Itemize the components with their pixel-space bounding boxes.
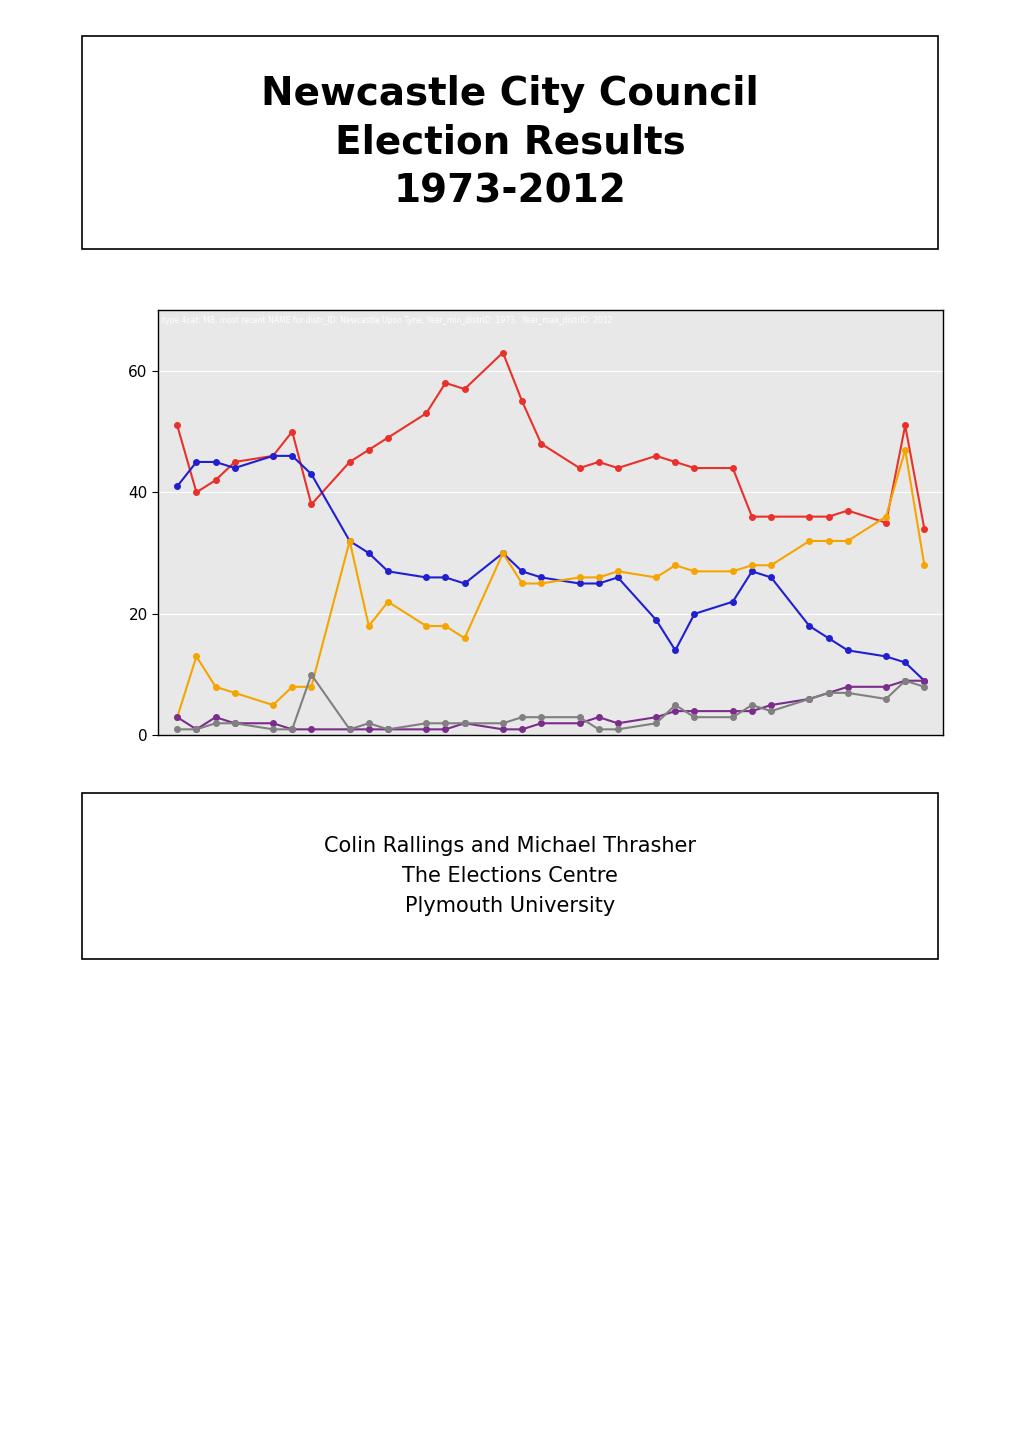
Text: Newcastle City Council
Election Results
1973-2012: Newcastle City Council Election Results … [261, 75, 758, 211]
FancyBboxPatch shape [82, 36, 937, 249]
FancyBboxPatch shape [82, 793, 937, 959]
Text: Colin Rallings and Michael Thrasher
The Elections Centre
Plymouth University: Colin Rallings and Michael Thrasher The … [324, 836, 695, 916]
Text: type 4cat: MB, most recent NAME for distr_ID: Newcastle Upon Tyne, Year_min_dist: type 4cat: MB, most recent NAME for dist… [162, 316, 611, 326]
